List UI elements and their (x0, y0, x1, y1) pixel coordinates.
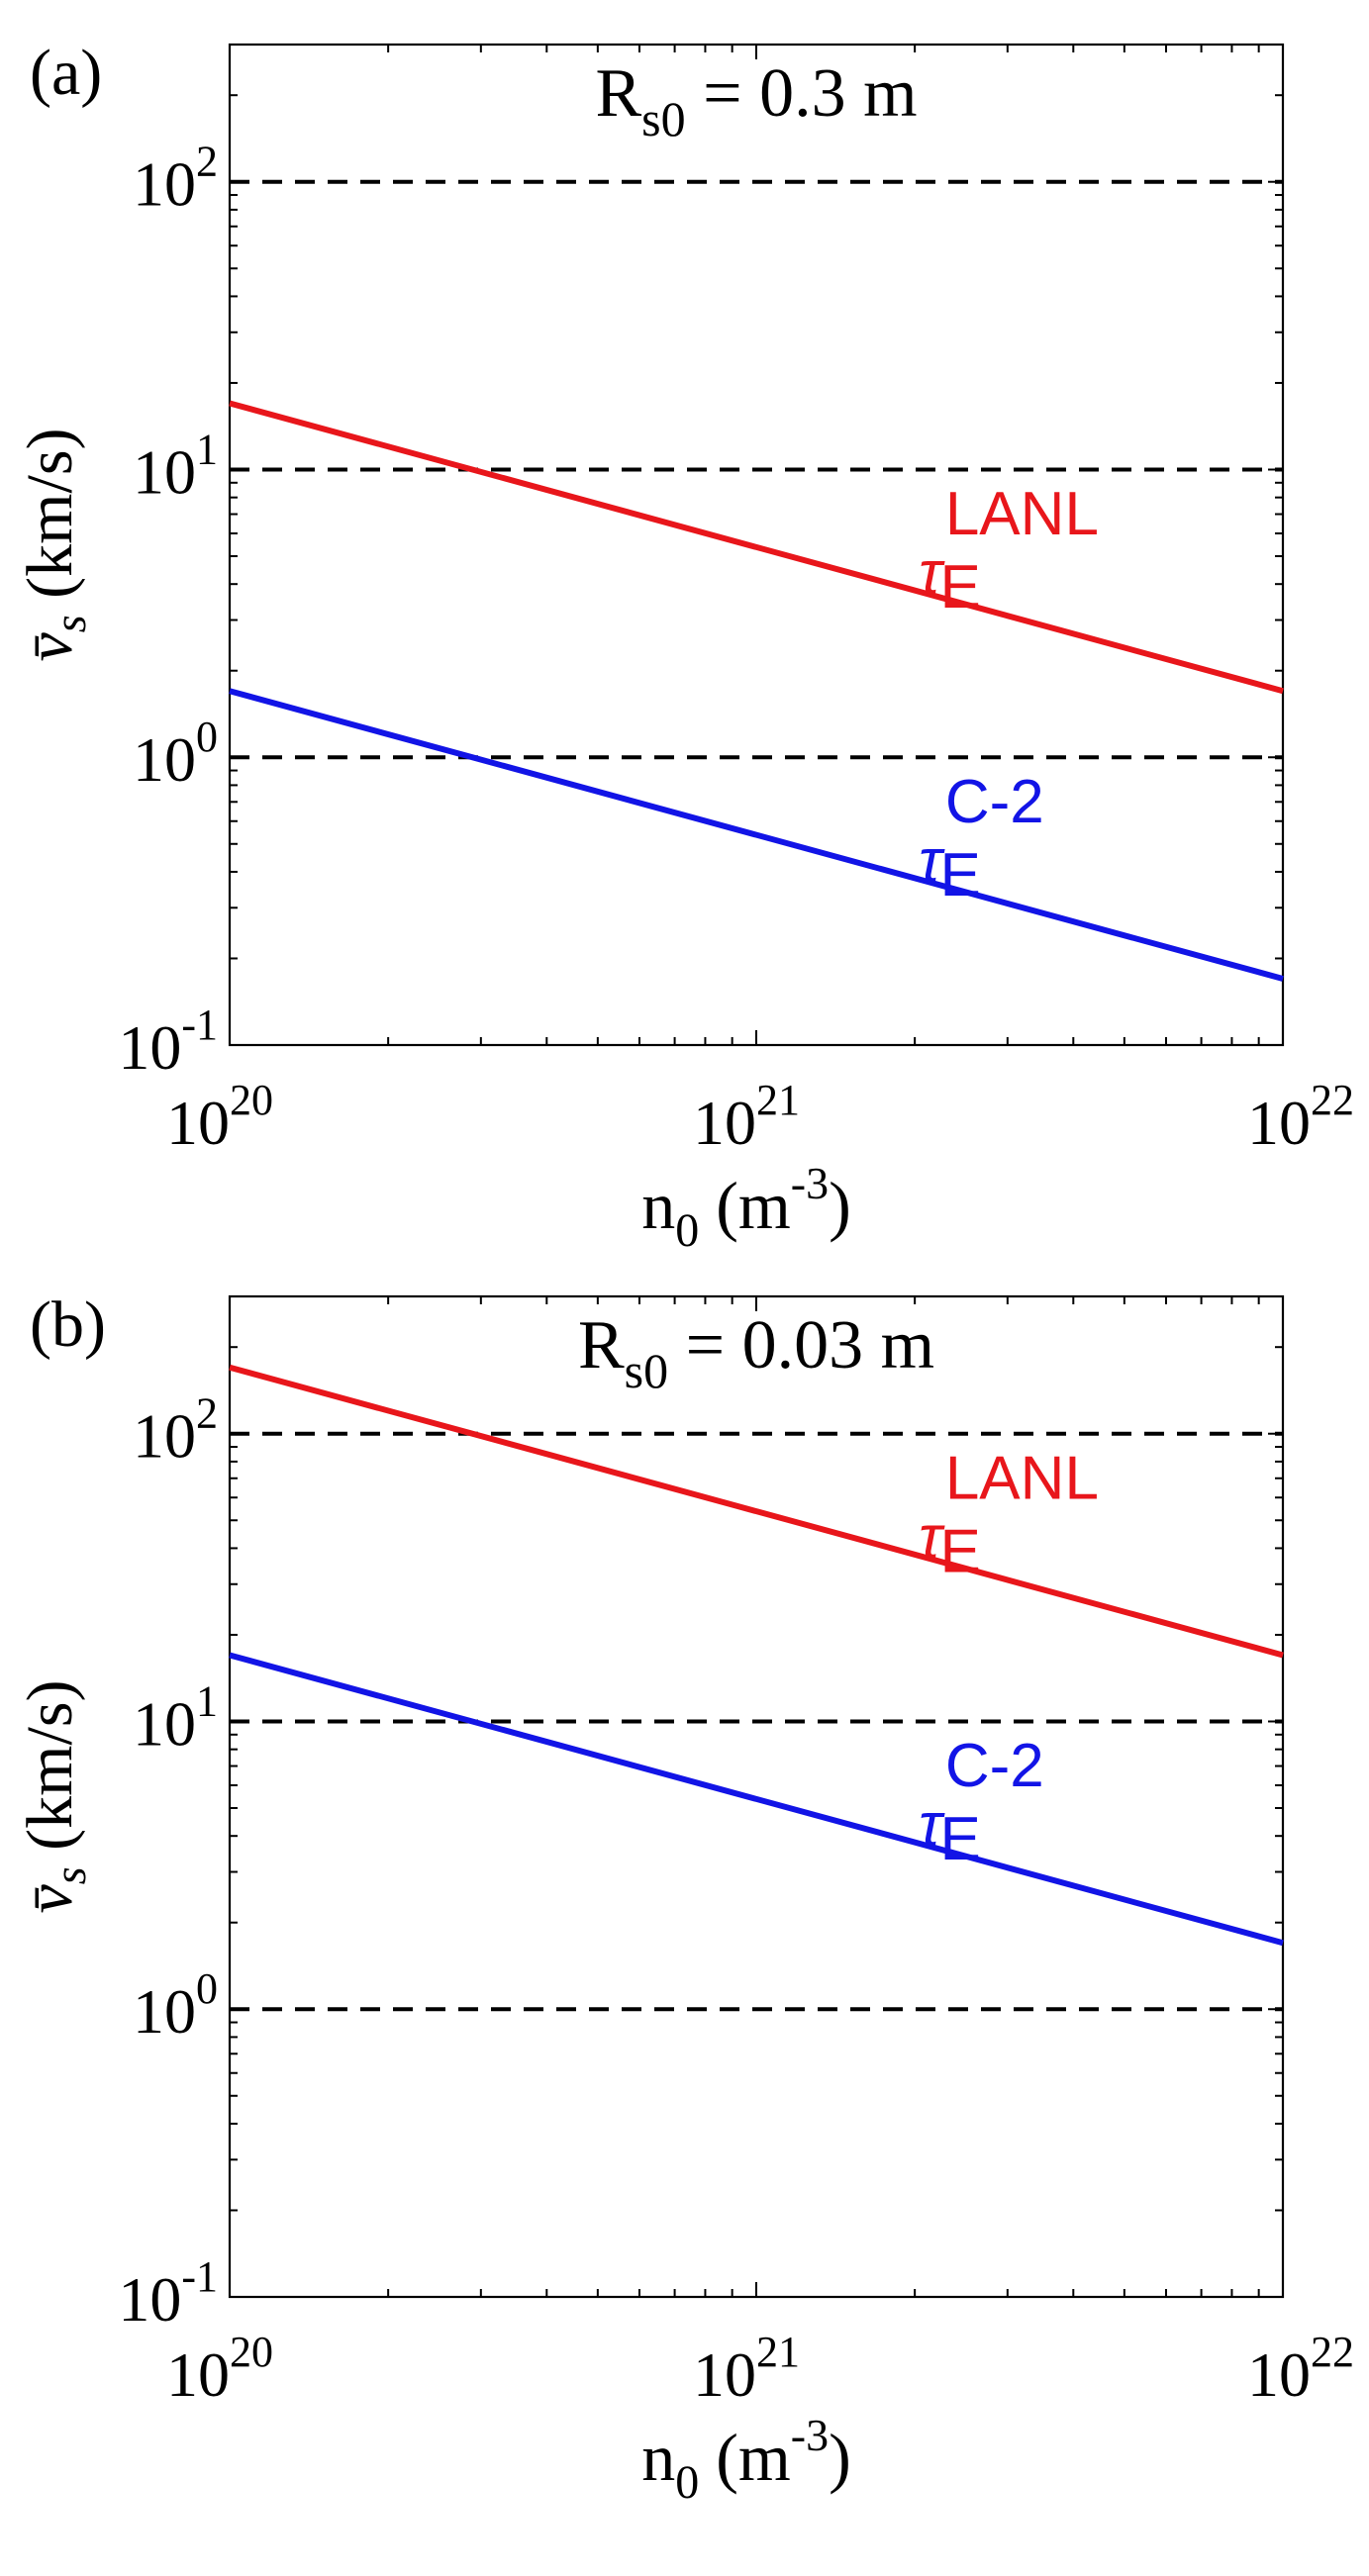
panel-a: 1020 1021 1022 10-1 100 101 102 n0 (m-3) v̄s (km… (14, 37, 1354, 1257)
panel-a-x-tick-label: 1022 (1247, 1076, 1354, 1158)
panel-b-series-lanl-label: τELANL (919, 1444, 1099, 1585)
panel-a-y-tick-label: 102 (133, 138, 218, 220)
panel-a-y-axis-label: v̄s (km/s) (14, 428, 95, 661)
panel-b-y-tick-label: 101 (133, 1676, 218, 1759)
panel-a-series-lanl-line (229, 400, 1284, 695)
panel-b: 1020 1021 1022 10-1 100 101 102 n0 (m-3) v̄s (km… (14, 1288, 1354, 2509)
panel-a-x-axis-label: n0 (m-3) (641, 1158, 851, 1257)
panel-b-x-tick-label: 1021 (693, 2328, 800, 2410)
panel-b-x-axis-label: n0 (m-3) (641, 2410, 851, 2509)
panel-a-x-tick-label: 1020 (166, 1076, 273, 1158)
panel-a-label: (a) (30, 37, 102, 109)
panel-a-y-tick-label: 10-1 (118, 1001, 218, 1083)
panel-b-y-axis-label: v̄s (km/s) (14, 1679, 95, 1913)
panel-a-series-c2-line (229, 688, 1284, 982)
panel-a-series-lanl-label: τELANL (919, 480, 1099, 621)
panel-a-y-tick-label: 101 (133, 425, 218, 507)
panel-a-y-tick-label: 100 (133, 713, 218, 795)
panel-b-series-c2-line (229, 1652, 1284, 1947)
panel-a-title: Rs0 = 0.3 m (595, 55, 917, 146)
panel-b-x-tick-label: 1020 (166, 2328, 273, 2410)
panel-b-title: Rs0 = 0.03 m (578, 1307, 934, 1398)
panel-a-series-c2-label: τEC-2 (919, 768, 1043, 909)
panel-b-x-tick-label: 1022 (1247, 2328, 1354, 2410)
panel-b-label: (b) (30, 1288, 106, 1361)
panel-a-x-tick-label: 1021 (693, 1076, 800, 1158)
panel-b-y-tick-label: 10-1 (118, 2252, 218, 2335)
panel-b-series-lanl-line (229, 1364, 1284, 1659)
panel-b-y-tick-label: 102 (133, 1389, 218, 1472)
panel-b-y-tick-label: 100 (133, 1964, 218, 2047)
panel-b-series-c2-label: τEC-2 (919, 1732, 1043, 1873)
